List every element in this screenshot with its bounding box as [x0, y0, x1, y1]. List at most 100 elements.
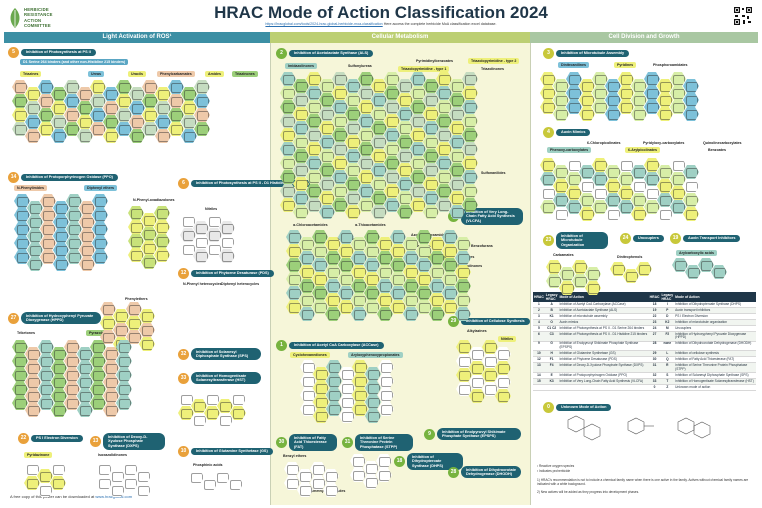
chemical-structure-icon [319, 107, 335, 121]
chemical-structure-icon [364, 286, 380, 300]
chemical-structure-icon [462, 72, 478, 86]
chemical-structure-icon [685, 265, 701, 279]
chemical-structure-icon [376, 468, 392, 482]
moa-31[interactable]: 31 Inhibition of Serine Threonine Protei… [342, 434, 413, 451]
chemical-structure-icon [469, 375, 485, 389]
chemical-structure-icon [66, 236, 82, 250]
moa-4[interactable]: 4 Auxin Mimics [543, 127, 591, 138]
moa-1[interactable]: 1 Inhibition of Acetyl CoA Carboxylase (… [276, 340, 384, 351]
chemical-structure-icon [559, 281, 575, 295]
chemical-structure-icon [358, 100, 374, 114]
moa-30[interactable]: 30 Inhibition of Fatty Acid Thioesterase… [276, 434, 337, 451]
chemical-family-diphenyl-heterocycles: Diphenyl heterocycles [221, 282, 260, 286]
chemical-structure-icon [284, 476, 300, 490]
moa-23[interactable]: 23 Inhibition of Microtubule Organizatio… [543, 232, 608, 249]
chemical-structure-icon [566, 72, 582, 86]
moa-18[interactable]: 18 Inhibition of Dihydropteroate Synthas… [394, 453, 463, 470]
moa-3[interactable]: 3 Inhibition of Microtubule Assembly [543, 48, 630, 59]
moa-number: 24 [620, 233, 631, 244]
chemical-structure-icon [397, 135, 413, 149]
chemical-structure-icon [27, 229, 43, 243]
table-row: 5 C1 C2 Inhibition of Photosynthesis at PS… [533, 325, 756, 332]
chemical-structure-icon [592, 172, 608, 186]
chemical-structure-icon [358, 184, 374, 198]
chemical-structure-icon [142, 122, 158, 136]
moa-19[interactable]: 19 Auxin Transport Inhibitors [670, 233, 741, 244]
table-row: 3 K1 Inhibition of microtubule assembly 22 D… [533, 313, 756, 320]
chemical-structure-icon [339, 395, 355, 409]
chemical-structure-icon [636, 262, 652, 276]
moa-0[interactable]: 0 Unknown Mode of Action [543, 402, 612, 413]
chemical-structure-icon [77, 129, 93, 143]
chemical-structure-icon [116, 396, 132, 410]
table-cell [558, 384, 649, 392]
classification-link[interactable]: https://hracglobal.com/tools/2024-hrac-g… [265, 22, 383, 26]
moa-28[interactable]: 28 Inhibition of Dihydroorotate Dehydrog… [448, 466, 521, 479]
chemical-structure-icon [103, 389, 119, 403]
chemical-structure-icon [325, 265, 341, 279]
chemical-structure-icon [455, 265, 471, 279]
chemical-structure-icon [77, 375, 93, 389]
chemical-structure-icon [135, 483, 151, 497]
chemical-structure-icon [371, 93, 387, 107]
chemical-structure-icon [631, 79, 647, 93]
chemical-structure-icon [338, 230, 354, 244]
chemical-family-6-chloropicolinates: 6-Chloropicolinates [587, 141, 621, 145]
moa-29[interactable]: 29 Inhibition of Cellulose Synthesis [448, 316, 530, 327]
chemical-structure-icon [300, 374, 316, 388]
qr-code-icon[interactable] [733, 6, 753, 26]
chemical-structure-icon [592, 158, 608, 172]
chemical-structure-icon [605, 207, 621, 221]
chemical-structure-icon [306, 100, 322, 114]
chemical-structure-icon [631, 193, 647, 207]
chemical-structure-icon [38, 108, 54, 122]
chemical-structure-icon [109, 483, 125, 497]
chemical-structure-icon [51, 115, 67, 129]
moa-label: Inhibition of Glutamine Synthetase (GS) [191, 447, 273, 456]
chemical-structure-icon [540, 72, 556, 86]
chemical-structure-icon [449, 177, 465, 191]
moa-5[interactable]: 5 Inhibition of Photosynthesis at PS II [8, 47, 96, 58]
moa-10[interactable]: 10 Inhibition of Glutamine Synthetase (G… [178, 446, 273, 457]
chemical-family-triazolopyrimidine-type-2: Triazolopyrimidine - type 2 [468, 58, 520, 64]
chemical-structure-icon [141, 213, 157, 227]
chemical-structure-icon [319, 205, 335, 219]
chemical-structure-icon [64, 368, 80, 382]
chemical-structure-icon [204, 406, 220, 420]
chemical-structure-icon [188, 470, 204, 484]
moa-number: 32 [178, 348, 189, 360]
chemical-family-carbamates: Carbamates [553, 253, 574, 257]
moa-label: Inhibition of Serine Threonine Protein P… [355, 434, 413, 451]
moa-number: 28 [448, 466, 459, 478]
table-header: Legacy HRAC [544, 292, 559, 302]
chemical-structure-icon [24, 476, 40, 490]
chemical-structure-icon [436, 156, 452, 170]
chemical-structure-icon [326, 374, 342, 388]
chemical-structure-icon [592, 200, 608, 214]
chemical-structure-icon [384, 170, 400, 184]
chemical-structure-icon [423, 107, 439, 121]
chemical-structure-icon [618, 172, 634, 186]
chemical-structure-icon [313, 395, 329, 409]
moa-13[interactable]: 13 Inhibition of Deoxy-D-Xyulose Phospha… [90, 433, 165, 450]
table-cell: Inhibition of Acetolactate Synthase (ALS… [558, 307, 649, 314]
moa-24[interactable]: 24 Uncouplers [620, 233, 664, 244]
moa-2[interactable]: 2 Inhibition of Acetolactate Synthase (A… [276, 48, 374, 59]
moa-32[interactable]: 32 Inhibition of Solanesyl Diphosphate S… [178, 348, 261, 361]
table-cell: M [660, 325, 675, 332]
moa-12[interactable]: 12 Inhibition of Phytoene Desaturase (PD… [178, 268, 274, 279]
chemical-structure-icon [579, 107, 595, 121]
chemical-structure-icon [90, 108, 106, 122]
moa-22[interactable]: 22 PS I Electron Diversion [18, 433, 83, 444]
chemical-structure-icon [449, 79, 465, 93]
moa-label: Inhibition of Photosynthesis at PS II - … [191, 179, 314, 188]
moa-27[interactable]: 27 Inhibition of Hydroxyphenyl Pyruvate … [8, 312, 101, 325]
moa-6[interactable]: 6 Inhibition of Photosynthesis at PS II … [178, 178, 314, 189]
moa-14[interactable]: 14 Inhibition of Protoporphyrinogen Oxid… [8, 172, 118, 183]
moa-9[interactable]: 9 Inhibition of Enolpyruvyl Shikimate Ph… [424, 428, 521, 441]
chemical-structure-icon [113, 309, 129, 323]
chemical-structure-icon [178, 406, 194, 420]
chemical-structure-icon [384, 72, 400, 86]
chemical-structure-icon [312, 286, 328, 300]
moa-33[interactable]: 33 Inhibition of Homogentisate Solanesyl… [178, 372, 261, 385]
